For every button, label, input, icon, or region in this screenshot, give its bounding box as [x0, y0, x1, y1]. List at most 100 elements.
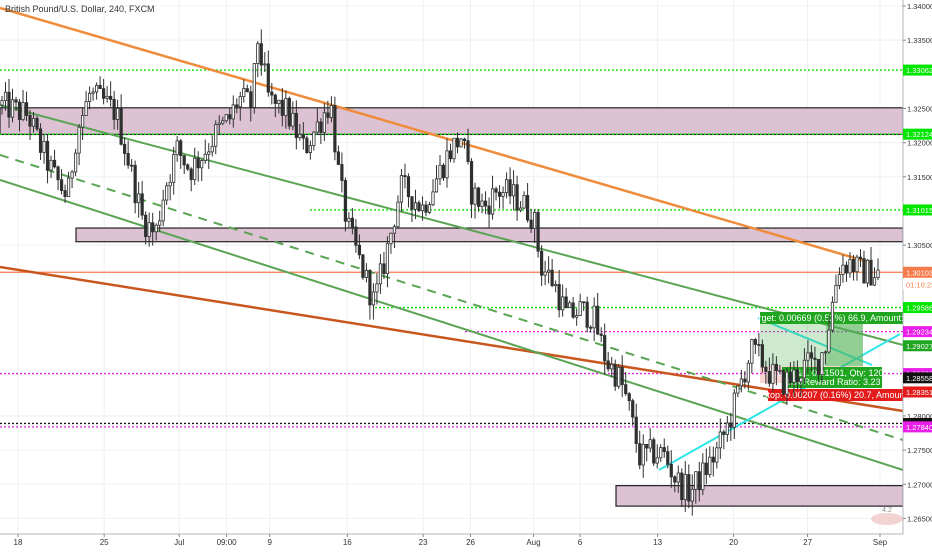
- candle: [487, 205, 491, 215]
- candle: [3, 91, 8, 102]
- candle: [424, 204, 428, 213]
- candle: [841, 264, 845, 275]
- candle: [571, 302, 575, 318]
- time-tick-label: 9: [267, 538, 272, 547]
- candle: [746, 362, 750, 383]
- candle: [648, 439, 652, 449]
- candle: [697, 471, 701, 491]
- candle: [252, 63, 256, 108]
- candle: [739, 378, 743, 387]
- candle: [729, 422, 733, 428]
- candle: [73, 152, 78, 173]
- candle: [568, 302, 572, 309]
- price-tick-label: 1.34000: [907, 2, 932, 11]
- candle: [399, 175, 404, 203]
- candle: [126, 153, 130, 166]
- candle: [743, 378, 747, 383]
- candle: [119, 107, 123, 145]
- candle: [809, 352, 814, 359]
- candle: [333, 105, 337, 153]
- price-tick-label: 1.31500: [907, 173, 932, 182]
- chart-title: British Pound/U.S. Dollar, 240, FXCM: [5, 4, 155, 14]
- channel-line-mid: [0, 154, 904, 441]
- candle: [725, 422, 729, 435]
- candle: [708, 456, 712, 475]
- candle: [151, 222, 155, 233]
- price-badge-label: 1.28558: [906, 374, 932, 383]
- candle: [848, 259, 852, 274]
- candle: [144, 214, 148, 237]
- candle: [294, 112, 298, 139]
- candle: [862, 258, 866, 284]
- candle: [844, 264, 849, 274]
- candle: [501, 192, 505, 197]
- candle: [813, 357, 817, 360]
- candle: [406, 176, 411, 198]
- candle: [378, 263, 383, 285]
- candle: [28, 115, 32, 127]
- candle: [459, 138, 463, 148]
- candle: [45, 140, 50, 171]
- candle: [508, 179, 512, 197]
- candle: [256, 43, 260, 64]
- candle: [308, 145, 312, 153]
- candle: [231, 104, 235, 120]
- candle: [876, 269, 880, 279]
- candle: [455, 137, 460, 148]
- candle: [315, 121, 319, 133]
- time-tick-label: Jul: [174, 538, 184, 547]
- candle: [63, 190, 67, 197]
- candle: [638, 443, 642, 466]
- candle: [634, 416, 638, 444]
- time-axis[interactable]: 18 25 Jul 09:00 9 16 23 26 Aug 6 13 20 27 Sep: [0, 533, 903, 547]
- candle: [147, 222, 151, 237]
- price-badge: [903, 372, 932, 384]
- candle: [547, 269, 551, 273]
- candle: [669, 463, 673, 478]
- price-badge-label: 1.28351: [906, 388, 932, 397]
- candle: [617, 366, 621, 387]
- candle: [270, 91, 274, 96]
- price-axis[interactable]: 1.34000 1.33500 1.32500 1.32000 1.31500 1.305…: [902, 0, 932, 550]
- candle: [582, 301, 586, 304]
- time-tick-label: Aug: [526, 538, 540, 547]
- candle: [80, 115, 85, 128]
- candle: [35, 117, 39, 130]
- candle: [858, 256, 863, 259]
- candle: [676, 472, 680, 483]
- candle: [193, 157, 197, 181]
- candle: [350, 217, 355, 228]
- candle: [578, 301, 582, 316]
- zones[interactable]: [0, 107, 904, 507]
- candle: [238, 96, 242, 108]
- candle: [855, 256, 859, 273]
- candle: [326, 112, 330, 118]
- price-badge-label: 1.33062: [906, 66, 932, 75]
- candle: [624, 384, 628, 395]
- candle: [659, 447, 663, 459]
- candle: [24, 102, 29, 116]
- candle: [511, 184, 516, 197]
- candle: [112, 99, 116, 120]
- candle: [196, 157, 200, 169]
- candle: [140, 193, 144, 216]
- candle: [284, 98, 288, 116]
- candle: [133, 164, 137, 204]
- candle: [14, 99, 18, 103]
- candle: [413, 202, 418, 210]
- position-rr-label-box: [782, 377, 882, 388]
- candle: [554, 283, 558, 287]
- candle: [66, 177, 71, 197]
- candle: [382, 263, 386, 275]
- countdown-box: [903, 278, 932, 290]
- candle: [830, 301, 835, 331]
- candle: [701, 462, 705, 491]
- candle: [179, 140, 183, 156]
- candle: [518, 207, 523, 211]
- trend-lines[interactable]: [0, 6, 904, 471]
- price-badge: [903, 128, 932, 140]
- time-tick-label: 20: [729, 538, 738, 547]
- candle: [280, 99, 284, 116]
